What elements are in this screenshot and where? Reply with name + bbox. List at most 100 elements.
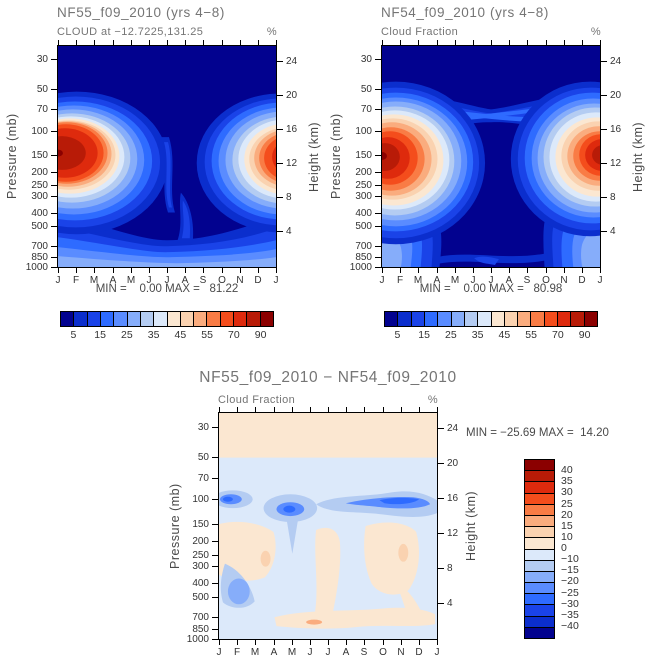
- pressure-tick: [375, 245, 381, 247]
- pressure-tick-label: 700: [192, 612, 209, 623]
- month-tick-top: [363, 407, 365, 412]
- panel-a-subtitle: CLOUD at −12.7225,131.25: [57, 26, 204, 38]
- month-tick-label: A: [109, 275, 117, 286]
- month-tick-label: M: [413, 275, 423, 286]
- pressure-tick: [212, 523, 218, 525]
- colorbar-a: 5 15 25 35 45 55 70 90: [60, 311, 274, 345]
- contour-fill-band: [227, 578, 250, 605]
- colorbar-cell: [557, 312, 571, 326]
- colorbar-cell: [385, 312, 398, 326]
- colorbar-tick-label: −10: [561, 553, 579, 566]
- month-tick-top: [257, 40, 259, 45]
- month-tick-bottom: [417, 268, 419, 273]
- colorbar-cell: [61, 312, 74, 326]
- contour-fill-band: [58, 136, 86, 170]
- colorbar-cell: [113, 312, 127, 326]
- month-tick-label: O: [379, 647, 387, 658]
- colorbar-tick-label: 90: [578, 329, 591, 341]
- contour-fill-band: [315, 527, 341, 621]
- pressure-tick-label: 250: [355, 180, 372, 191]
- contour-fill-band: [219, 413, 437, 458]
- colorbar-tick-label: 90: [254, 329, 267, 341]
- colorbar-tick-label: −15: [561, 564, 579, 577]
- month-tick-top: [202, 40, 204, 45]
- pressure-tick: [51, 256, 57, 258]
- month-tick-top: [221, 40, 223, 45]
- height-tick-label: 4: [447, 598, 453, 609]
- colorbar-cell: [525, 514, 554, 527]
- panel-a-title: NF55_f09_2010 (yrs 4−8): [57, 5, 226, 20]
- panel-b-title: NF54_f09_2010 (yrs 4−8): [381, 5, 550, 20]
- colorbar-tick-label: 70: [228, 329, 240, 341]
- colorbar-cell: [153, 312, 167, 326]
- colorbar-cell: [525, 492, 554, 504]
- pressure-tick-label: 100: [355, 126, 372, 137]
- colorbar-tick-label: 10: [561, 530, 573, 543]
- height-tick-label: 16: [286, 124, 298, 135]
- colorbar-diff: 40 35 30 25 20 15 10 0 −10 −15 −20 −25 −30 −35 −40: [524, 459, 604, 639]
- month-tick-label: A: [342, 647, 350, 658]
- month-tick-top: [291, 407, 293, 412]
- panel-c-title: NF55_f09_2010 − NF54_f09_2010: [199, 369, 457, 386]
- pressure-tick: [212, 596, 218, 598]
- height-tick-label: 20: [447, 458, 459, 469]
- colorbar-tick-label: −40: [561, 619, 579, 632]
- month-tick-top: [381, 40, 383, 45]
- panel-a-units: %: [266, 26, 277, 38]
- contour-fill-band: [272, 146, 276, 168]
- colorbar-b: 5 15 25 35 45 55 70 90: [384, 311, 598, 345]
- pressure-tick-label: 50: [197, 452, 209, 463]
- minmax-b: MIN = 0.00 MAX = 80.98: [419, 283, 563, 295]
- contour-fill-band: [382, 143, 400, 171]
- pressure-tick: [375, 130, 381, 132]
- pressure-tick: [212, 477, 218, 479]
- month-tick-top: [239, 40, 241, 45]
- pressure-tick: [51, 212, 57, 214]
- panel-b-subtitle: Cloud Fraction: [381, 26, 459, 38]
- month-tick-top: [273, 407, 275, 412]
- contour-fill-band: [474, 256, 499, 266]
- colorbar-tick-label: 15: [561, 519, 573, 532]
- month-tick-label: D: [415, 647, 423, 658]
- month-tick-bottom: [382, 640, 384, 645]
- height-tick-label: 4: [610, 226, 616, 237]
- month-tick-bottom: [526, 268, 528, 273]
- pressure-tick-label: 250: [31, 180, 48, 191]
- colorbar-tick-label: 30: [561, 486, 573, 499]
- colorbar-cell: [525, 537, 554, 549]
- contour-fill-band: [306, 619, 323, 625]
- plot-area-nf55: J F M A M J J A S O N D J 30 50 70 100 150 200 250 300 400 500…: [26, 40, 297, 286]
- month-tick-top: [563, 40, 565, 45]
- month-tick-label: F: [72, 275, 80, 286]
- month-tick-bottom: [472, 268, 474, 273]
- pressure-tick-label: 700: [31, 241, 48, 252]
- pressure-tick-label: 1000: [25, 262, 48, 273]
- pressure-tick-label: 700: [355, 241, 372, 252]
- pressure-tick: [212, 582, 218, 584]
- month-tick-bottom: [508, 268, 510, 273]
- contour-fill-band: [581, 226, 600, 267]
- month-tick-top: [417, 40, 419, 45]
- colorbar-cell: [525, 604, 554, 616]
- colorbar-cells: [60, 311, 274, 327]
- month-tick-bottom: [599, 268, 601, 273]
- contour-fill-band: [364, 522, 419, 595]
- month-tick-label: M: [287, 647, 297, 658]
- contour-fill-band: [164, 142, 172, 208]
- colorbar-tick-label: 40: [561, 464, 573, 477]
- colorbar-cell: [525, 526, 554, 538]
- height-tick: [277, 230, 283, 232]
- pressure-tick: [51, 171, 57, 173]
- month-tick-label: S: [360, 647, 368, 658]
- colorbar-cell: [525, 582, 554, 594]
- pressure-tick-label: 70: [360, 104, 372, 115]
- colorbar-cell: [139, 312, 154, 326]
- pressure-tick-label: 250: [192, 550, 209, 561]
- month-tick-label: J: [434, 647, 440, 658]
- pressure-tick: [375, 171, 381, 173]
- colorbar-tick-label: −20: [561, 575, 579, 588]
- pressure-tick: [51, 245, 57, 247]
- colorbar-cell: [525, 570, 554, 583]
- pressure-tick: [375, 212, 381, 214]
- colorbar-cell: [543, 312, 558, 326]
